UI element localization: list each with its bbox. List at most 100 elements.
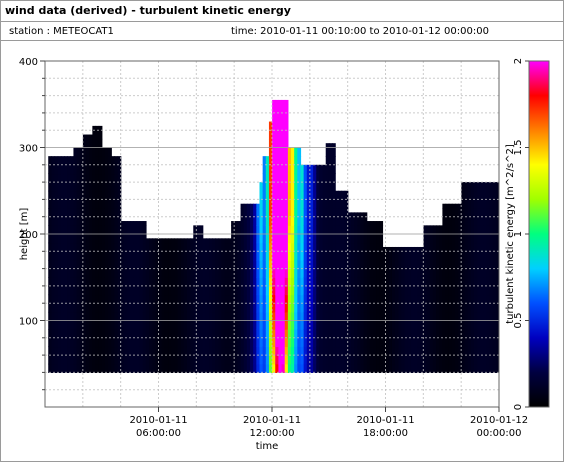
heatmap-cell <box>451 208 456 218</box>
heatmap-cell <box>117 259 122 270</box>
heatmap-cell <box>426 234 431 244</box>
heatmap-cell <box>423 320 428 330</box>
heatmap-cell <box>133 320 138 330</box>
heatmap-cell <box>480 242 484 252</box>
heatmap-cell <box>291 355 295 365</box>
heatmap-cell <box>325 259 330 270</box>
heatmap-cell <box>439 277 443 287</box>
heatmap-cell <box>442 329 447 339</box>
heatmap-cell <box>322 320 327 330</box>
heatmap-cell <box>477 285 481 296</box>
heatmap-cell <box>477 311 481 322</box>
heatmap-cell <box>89 337 93 348</box>
heatmap-cell <box>275 225 280 235</box>
heatmap-cell <box>158 238 163 244</box>
heatmap-cell <box>60 285 65 296</box>
heatmap-cell <box>322 355 327 365</box>
heatmap-cell <box>256 203 261 209</box>
heatmap-cell <box>404 337 409 348</box>
heatmap-cell <box>391 320 396 330</box>
heatmap-cell <box>275 285 280 296</box>
heatmap-cell <box>483 363 488 373</box>
heatmap-cell <box>133 277 138 287</box>
heatmap-cell <box>246 216 251 226</box>
heatmap-cell <box>385 329 390 339</box>
heatmap-cell <box>127 234 131 244</box>
heatmap-cell <box>136 234 141 244</box>
heatmap-cell <box>284 130 289 140</box>
heatmap-cell <box>322 234 327 244</box>
heatmap-cell <box>287 251 292 261</box>
heatmap-cell <box>376 311 380 322</box>
heatmap-cell <box>123 251 128 261</box>
heatmap-cell <box>265 225 270 235</box>
heatmap-cell <box>373 355 377 365</box>
heatmap-cell <box>294 242 298 252</box>
heatmap-cell <box>483 242 488 252</box>
heatmap-cell <box>108 147 112 157</box>
heatmap-cell <box>224 320 229 330</box>
heatmap-cell <box>417 251 421 261</box>
heatmap-cell <box>158 329 163 339</box>
heatmap-cell <box>357 311 361 322</box>
heatmap-cell <box>439 285 443 296</box>
heatmap-cell <box>439 363 443 373</box>
heatmap-cell <box>328 329 333 339</box>
heatmap-cell <box>89 199 93 209</box>
heatmap-cell <box>86 164 90 175</box>
heatmap-cell <box>67 277 71 287</box>
heatmap-cell <box>354 363 358 373</box>
heatmap-cell <box>373 329 377 339</box>
heatmap-cell <box>309 303 314 313</box>
heatmap-cell <box>227 311 232 322</box>
heatmap-cell <box>104 329 109 339</box>
heatmap-cell <box>70 320 75 330</box>
heatmap-cell <box>193 259 198 270</box>
heatmap-cell <box>221 259 226 270</box>
heatmap-cell <box>237 251 242 261</box>
heatmap-cell <box>335 294 339 304</box>
heatmap-cell <box>278 138 283 149</box>
heatmap-cell <box>111 199 116 209</box>
heatmap-cell <box>82 138 87 149</box>
heatmap-cell <box>489 234 494 244</box>
heatmap-cell <box>451 329 456 339</box>
heatmap-cell <box>123 346 128 356</box>
heatmap-cell <box>278 164 283 175</box>
heatmap-cell <box>57 225 62 235</box>
heatmap-cell <box>54 268 59 278</box>
heatmap-cell <box>328 208 333 218</box>
heatmap-cell <box>149 251 153 261</box>
heatmap-cell <box>445 277 450 287</box>
y-tick-label: 300 <box>19 144 38 155</box>
heatmap-cell <box>101 363 106 373</box>
heatmap-cell <box>265 190 270 200</box>
heatmap-cell <box>354 242 358 252</box>
heatmap-cell <box>57 311 62 322</box>
heatmap-cell <box>492 346 497 356</box>
heatmap-cell <box>60 268 65 278</box>
heatmap-cell <box>423 285 428 296</box>
heatmap-cell <box>209 320 213 330</box>
heatmap-cell <box>202 251 207 261</box>
heatmap-cell <box>496 320 499 330</box>
heatmap-cell <box>183 259 188 270</box>
heatmap-cell <box>316 277 321 287</box>
heatmap-cell <box>407 355 412 365</box>
heatmap-cell <box>127 285 131 296</box>
heatmap-cell <box>177 294 182 304</box>
heatmap-cell <box>461 285 466 296</box>
heatmap-cell <box>492 242 497 252</box>
heatmap-cell <box>473 268 478 278</box>
heatmap-cell <box>89 242 93 252</box>
heatmap-cell <box>480 190 484 200</box>
heatmap-cell <box>281 147 286 157</box>
heatmap-cell <box>98 337 103 348</box>
heatmap-cell <box>426 259 431 270</box>
heatmap-cell <box>142 259 147 270</box>
heatmap-cell <box>79 320 84 330</box>
heatmap-cell <box>142 355 147 365</box>
heatmap-cell <box>114 173 119 183</box>
heatmap-cell <box>489 311 494 322</box>
heatmap-cell <box>306 251 311 261</box>
